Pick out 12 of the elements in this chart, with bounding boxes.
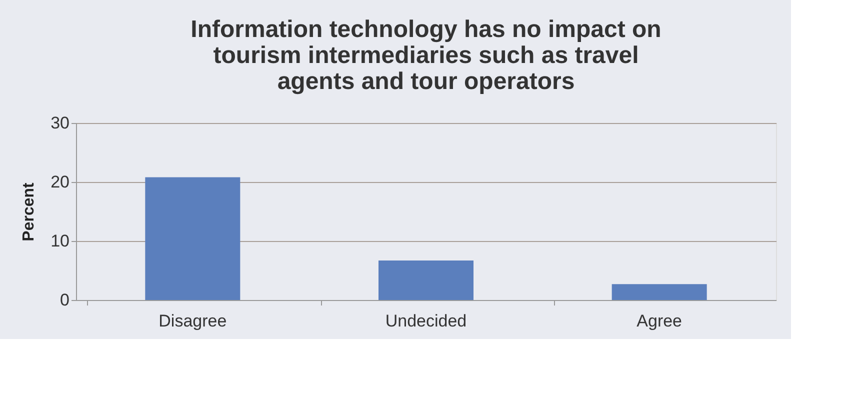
y-tick-label: 10 (50, 232, 70, 250)
y-axis-title: Percent (20, 182, 38, 242)
bar (612, 284, 707, 300)
x-tick-label: Undecided (385, 312, 467, 330)
y-tick-label: 20 (50, 172, 70, 192)
bar (378, 260, 474, 300)
bar (145, 177, 240, 300)
chart-title: Information technology has no impact on tourism intermediaries such as travel agents and tour operators (190, 16, 662, 95)
y-tick-label: 0 (60, 290, 70, 310)
x-tick-label: Agree (636, 312, 682, 330)
y-tick-label: 30 (50, 114, 70, 132)
x-tick-label: Disagree (158, 312, 227, 330)
